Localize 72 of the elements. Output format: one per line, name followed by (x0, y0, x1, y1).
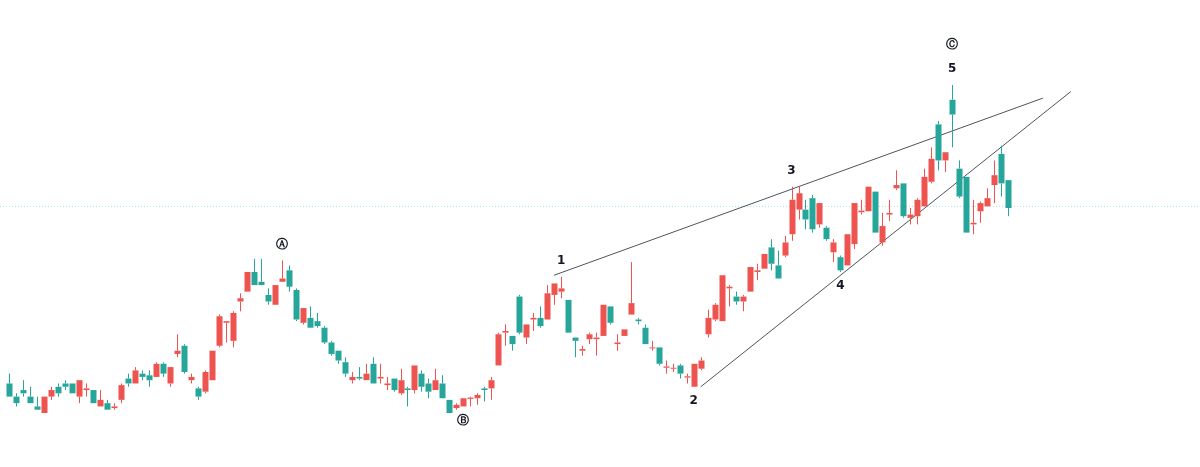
candlestick (356, 366, 363, 381)
candlestick (384, 376, 391, 391)
text: Ⓐ (275, 236, 288, 251)
candlestick (377, 363, 384, 384)
candlestick (237, 292, 244, 312)
candlestick (439, 374, 446, 399)
candlestick (502, 323, 509, 347)
candlestick (879, 212, 886, 247)
candlestick (20, 379, 27, 398)
text: 1 (556, 253, 566, 268)
candlestick (942, 152, 949, 173)
candlestick (411, 365, 418, 394)
candlestick (118, 382, 125, 404)
candlestick (181, 343, 188, 375)
text: Ⓒ 5 (946, 37, 959, 76)
candlestick (13, 392, 20, 407)
candlestick (132, 366, 139, 384)
candlestick (530, 312, 537, 332)
candlestick (27, 386, 34, 404)
text: Ⓑ (457, 412, 470, 427)
candlestick (474, 392, 481, 406)
candlestick (286, 264, 293, 293)
candlestick (572, 337, 579, 358)
candlestick (111, 402, 118, 411)
candlestick (167, 367, 174, 388)
candlestick (104, 399, 111, 410)
candlestick (816, 203, 823, 229)
candlestick (398, 368, 405, 396)
candlestick (321, 325, 328, 345)
text: 2 (689, 392, 698, 407)
candlestick (579, 345, 586, 357)
candlestick (6, 373, 13, 397)
candlestick (516, 294, 523, 335)
candlestick (642, 323, 649, 345)
candlestick (823, 225, 830, 242)
candlestick (830, 238, 837, 263)
candlestick (174, 333, 181, 358)
candlestick (160, 361, 167, 378)
candlestick (293, 287, 300, 322)
candlestick (370, 356, 377, 384)
candlestick (279, 259, 286, 282)
candlestick (34, 396, 41, 410)
candlestick (509, 335, 516, 352)
candlestick (488, 376, 495, 401)
candlestick (342, 356, 349, 378)
candlestick (537, 305, 544, 329)
candlestick (900, 183, 907, 219)
candlestick (886, 199, 893, 222)
candlestick (893, 169, 900, 191)
candlestick (628, 261, 635, 315)
candlestick (481, 386, 488, 403)
candlestick (404, 386, 411, 407)
candlestick (265, 287, 272, 306)
candlestick (432, 368, 439, 391)
candlestick (153, 361, 160, 377)
candlestick (670, 363, 677, 373)
candlestick (363, 363, 370, 381)
candlestick (991, 159, 998, 204)
candlestick (349, 371, 356, 384)
candlestick (55, 382, 62, 398)
candlestick (391, 378, 398, 393)
text: 4 (836, 278, 845, 293)
candlestick (649, 340, 656, 352)
text: 3 (787, 162, 796, 177)
candlestick (935, 120, 942, 171)
candlestick (775, 250, 782, 279)
candlestick (837, 255, 844, 273)
candlestick (663, 360, 670, 375)
candlestick (97, 389, 104, 407)
candlestick (614, 333, 621, 352)
candlestick (768, 238, 775, 271)
candlestick (949, 84, 956, 148)
